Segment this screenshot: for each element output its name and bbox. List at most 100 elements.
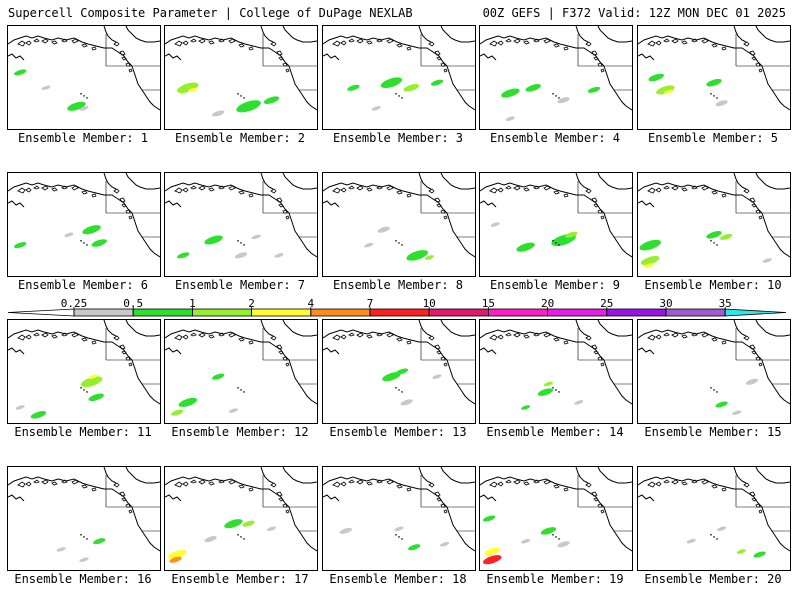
island-outline bbox=[190, 332, 197, 337]
scp-contour-blob bbox=[430, 79, 444, 86]
island-outline bbox=[755, 503, 761, 508]
island-outline bbox=[238, 190, 245, 195]
island-outline bbox=[121, 203, 127, 208]
ensemble-member-map-10 bbox=[637, 172, 791, 277]
hawaii-island bbox=[552, 387, 554, 389]
island-outline bbox=[41, 479, 49, 485]
island-outline bbox=[285, 362, 290, 367]
colorbar-tick-label: 1 bbox=[189, 298, 196, 310]
island-outline bbox=[182, 40, 189, 46]
island-outline bbox=[663, 332, 670, 337]
ensemble-member-label-6: Ensemble Member: 6 bbox=[17, 278, 149, 292]
coastline bbox=[480, 182, 632, 258]
coastline bbox=[480, 476, 632, 552]
coastline bbox=[638, 53, 655, 61]
scp-contour-blob bbox=[377, 226, 390, 233]
island-outline bbox=[238, 337, 245, 342]
island-outline bbox=[238, 43, 245, 48]
island-outline bbox=[434, 50, 441, 56]
coastline bbox=[733, 26, 747, 43]
island-outline bbox=[443, 68, 448, 73]
scp-contour-blob bbox=[720, 233, 733, 240]
colorbar-segment bbox=[73, 308, 134, 317]
hawaii-island bbox=[398, 389, 400, 391]
coastline bbox=[575, 467, 589, 484]
scp-contour-blob bbox=[406, 250, 428, 261]
island-outline bbox=[340, 481, 347, 487]
island-outline bbox=[125, 356, 131, 361]
island-outline bbox=[681, 481, 688, 486]
island-outline bbox=[553, 43, 560, 48]
island-outline bbox=[174, 187, 183, 194]
political-border bbox=[262, 475, 317, 508]
island-outline bbox=[376, 332, 383, 337]
scp-contour-blob bbox=[745, 378, 759, 385]
island-outline bbox=[128, 215, 133, 220]
map-canvas bbox=[8, 173, 160, 258]
ensemble-row-4: Ensemble Member: 16 Ensemble Member: 17 En… bbox=[7, 466, 793, 586]
run-valid-time: 00Z GEFS | F372 Valid: 12Z MON DEC 01 20… bbox=[482, 6, 786, 20]
hawaii-island bbox=[243, 97, 245, 99]
hawaii-island bbox=[401, 244, 403, 246]
colorbar-tick-label: 35 bbox=[719, 298, 732, 310]
island-outline bbox=[593, 497, 599, 502]
scp-contour-blob bbox=[234, 252, 248, 259]
coastline bbox=[597, 320, 632, 337]
hawaii-island bbox=[555, 242, 557, 244]
map-canvas bbox=[480, 173, 632, 258]
scp-contour-blob bbox=[484, 547, 500, 556]
map-canvas bbox=[323, 320, 475, 406]
coastline bbox=[480, 347, 497, 355]
colorbar-tick-label: 15 bbox=[482, 298, 495, 310]
scp-contour-blob bbox=[56, 547, 66, 552]
island-outline bbox=[743, 41, 750, 47]
island-outline bbox=[533, 185, 540, 190]
scp-contour-blob bbox=[521, 538, 531, 544]
island-outline bbox=[81, 484, 88, 489]
map-canvas bbox=[638, 173, 790, 268]
scp-contour-blob bbox=[88, 393, 104, 402]
ensemble-member-map-19 bbox=[479, 466, 633, 571]
island-outline bbox=[497, 187, 504, 193]
island-outline bbox=[701, 185, 709, 191]
scp-contour-blob bbox=[706, 231, 722, 239]
island-outline bbox=[553, 190, 560, 195]
coastline bbox=[8, 329, 160, 405]
coastline bbox=[8, 347, 25, 355]
island-outline bbox=[647, 481, 656, 488]
island-outline bbox=[758, 68, 763, 73]
hawaii-island bbox=[552, 240, 554, 242]
scp-contour-blob bbox=[30, 411, 47, 419]
island-outline bbox=[671, 185, 679, 191]
coastline bbox=[103, 467, 117, 484]
island-outline bbox=[282, 209, 288, 214]
island-outline bbox=[743, 188, 750, 194]
map-canvas bbox=[165, 26, 317, 117]
scp-contour-blob bbox=[212, 373, 225, 380]
ensemble-member-map-18 bbox=[322, 466, 476, 571]
coastline bbox=[282, 173, 317, 190]
scp-contour-blob bbox=[371, 106, 381, 111]
coastline bbox=[125, 467, 160, 484]
map-title: Supercell Composite Parameter | College … bbox=[8, 6, 413, 20]
island-outline bbox=[489, 334, 498, 341]
coastline bbox=[323, 476, 475, 552]
island-outline bbox=[563, 340, 569, 345]
island-outline bbox=[701, 332, 709, 338]
island-outline bbox=[505, 185, 512, 190]
coastline bbox=[8, 476, 160, 552]
island-outline bbox=[348, 332, 355, 337]
scp-contour-blob bbox=[177, 252, 190, 259]
island-outline bbox=[597, 62, 603, 67]
map-canvas bbox=[8, 320, 160, 419]
scp-contour-blob bbox=[178, 397, 197, 407]
coastline bbox=[323, 200, 340, 208]
island-outline bbox=[218, 332, 225, 337]
scp-contour-blob bbox=[505, 116, 515, 121]
scp-contour-blob bbox=[88, 374, 98, 379]
political-border bbox=[105, 181, 160, 214]
island-outline bbox=[533, 479, 540, 484]
island-outline bbox=[593, 350, 599, 355]
island-outline bbox=[125, 62, 131, 67]
ensemble-member-label-15: Ensemble Member: 15 bbox=[644, 425, 782, 439]
